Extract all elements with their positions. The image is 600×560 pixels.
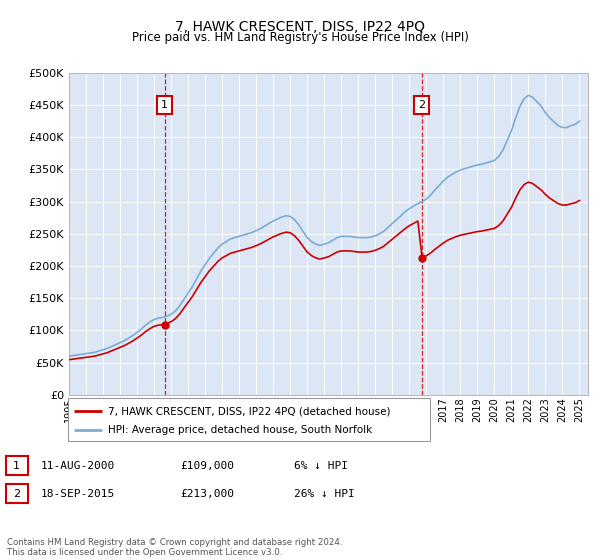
Text: 2: 2 <box>418 100 425 110</box>
Text: 26% ↓ HPI: 26% ↓ HPI <box>294 489 355 499</box>
Text: 1: 1 <box>13 461 20 471</box>
Text: Price paid vs. HM Land Registry's House Price Index (HPI): Price paid vs. HM Land Registry's House … <box>131 31 469 44</box>
Text: Contains HM Land Registry data © Crown copyright and database right 2024.
This d: Contains HM Land Registry data © Crown c… <box>7 538 343 557</box>
Text: 2: 2 <box>13 489 20 499</box>
Text: 6% ↓ HPI: 6% ↓ HPI <box>294 461 348 471</box>
Text: HPI: Average price, detached house, South Norfolk: HPI: Average price, detached house, Sout… <box>108 424 372 435</box>
Text: £213,000: £213,000 <box>180 489 234 499</box>
Text: 7, HAWK CRESCENT, DISS, IP22 4PQ (detached house): 7, HAWK CRESCENT, DISS, IP22 4PQ (detach… <box>108 407 391 417</box>
Text: 7, HAWK CRESCENT, DISS, IP22 4PQ: 7, HAWK CRESCENT, DISS, IP22 4PQ <box>175 20 425 34</box>
Text: £109,000: £109,000 <box>180 461 234 471</box>
Text: 11-AUG-2000: 11-AUG-2000 <box>41 461 115 471</box>
Text: 18-SEP-2015: 18-SEP-2015 <box>41 489 115 499</box>
Text: 1: 1 <box>161 100 168 110</box>
